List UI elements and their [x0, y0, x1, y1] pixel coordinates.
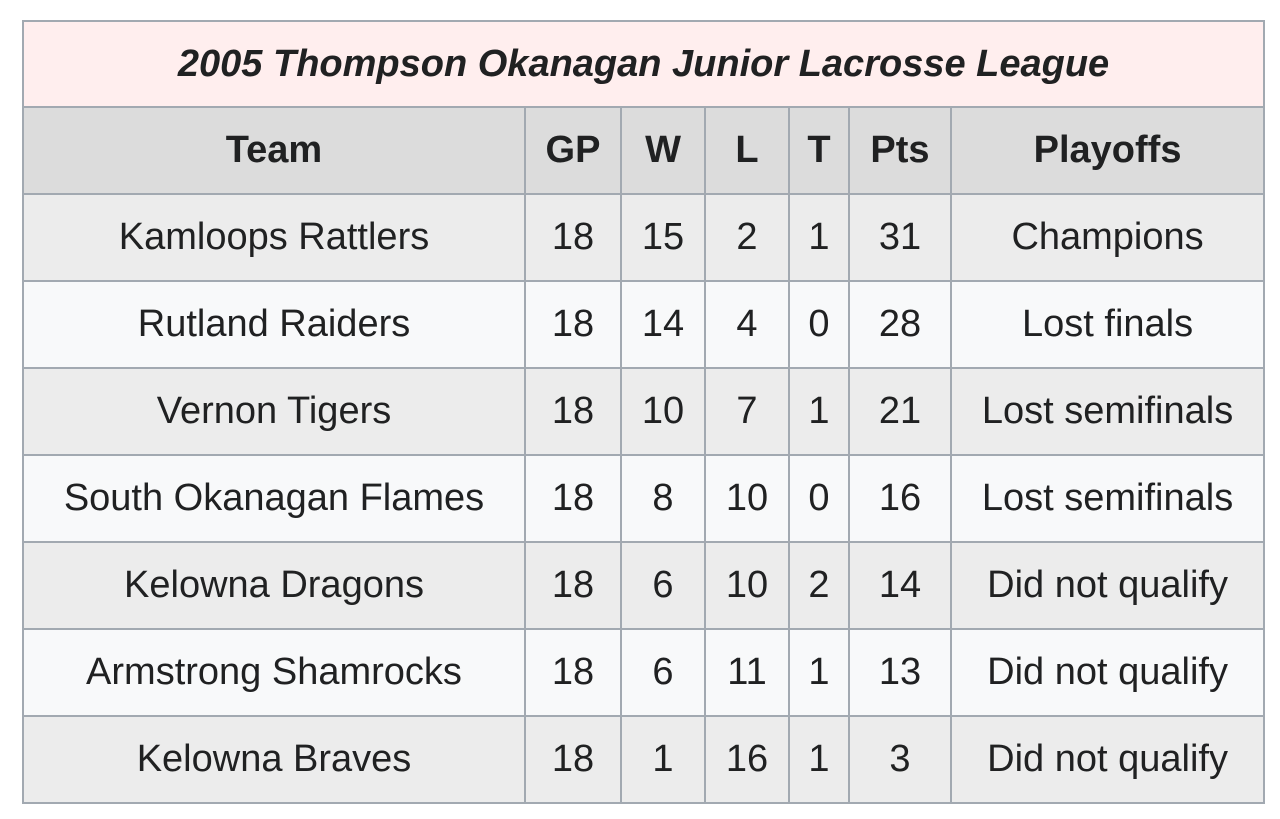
header-t: T [788, 106, 850, 195]
cell-team: Rutland Raiders [22, 280, 526, 369]
cell-team: Vernon Tigers [22, 367, 526, 456]
cell-pts: 28 [848, 280, 952, 369]
table-row: Vernon Tigers 18 10 7 1 21 Lost semifina… [22, 367, 1266, 456]
table-row: South Okanagan Flames 18 8 10 0 16 Lost … [22, 454, 1266, 543]
cell-t: 1 [788, 367, 850, 456]
cell-playoffs: Did not qualify [949, 628, 1266, 717]
cell-t: 2 [788, 541, 850, 630]
cell-w: 8 [620, 454, 706, 543]
cell-w: 6 [620, 541, 706, 630]
cell-t: 0 [788, 454, 850, 543]
table-row: Kamloops Rattlers 18 15 2 1 31 Champions [22, 193, 1266, 282]
cell-t: 0 [788, 280, 850, 369]
cell-w: 1 [620, 715, 706, 804]
cell-team: Armstrong Shamrocks [22, 628, 526, 717]
cell-playoffs: Did not qualify [949, 715, 1266, 804]
header-gp: GP [524, 106, 622, 195]
cell-pts: 13 [848, 628, 952, 717]
cell-w: 10 [620, 367, 706, 456]
header-pts: Pts [848, 106, 952, 195]
table-header-row: Team GP W L T Pts Playoffs [22, 106, 1266, 195]
standings-table: 2005 Thompson Okanagan Junior Lacrosse L… [21, 20, 1266, 804]
cell-w: 14 [620, 280, 706, 369]
cell-playoffs: Did not qualify [949, 541, 1266, 630]
table-row: Kelowna Dragons 18 6 10 2 14 Did not qua… [22, 541, 1266, 630]
cell-gp: 18 [524, 715, 622, 804]
cell-l: 10 [704, 454, 790, 543]
table-title-row: 2005 Thompson Okanagan Junior Lacrosse L… [21, 20, 1266, 108]
cell-gp: 18 [524, 193, 622, 282]
cell-pts: 31 [848, 193, 952, 282]
cell-l: 16 [704, 715, 790, 804]
cell-t: 1 [788, 715, 850, 804]
table-title: 2005 Thompson Okanagan Junior Lacrosse L… [21, 20, 1266, 108]
cell-team: Kelowna Dragons [22, 541, 526, 630]
cell-l: 10 [704, 541, 790, 630]
table-row: Kelowna Braves 18 1 16 1 3 Did not quali… [22, 715, 1266, 804]
cell-l: 4 [704, 280, 790, 369]
cell-playoffs: Lost semifinals [949, 367, 1266, 456]
cell-pts: 21 [848, 367, 952, 456]
cell-w: 15 [620, 193, 706, 282]
cell-gp: 18 [524, 454, 622, 543]
cell-t: 1 [788, 193, 850, 282]
cell-l: 7 [704, 367, 790, 456]
header-w: W [620, 106, 706, 195]
cell-l: 11 [704, 628, 790, 717]
header-playoffs: Playoffs [949, 106, 1266, 195]
cell-l: 2 [704, 193, 790, 282]
cell-team: Kelowna Braves [22, 715, 526, 804]
cell-playoffs: Champions [949, 193, 1266, 282]
table-row: Rutland Raiders 18 14 4 0 28 Lost finals [22, 280, 1266, 369]
header-l: L [704, 106, 790, 195]
cell-pts: 14 [848, 541, 952, 630]
cell-gp: 18 [524, 541, 622, 630]
table-body: Kamloops Rattlers 18 15 2 1 31 Champions… [22, 193, 1266, 804]
cell-pts: 16 [848, 454, 952, 543]
header-team: Team [22, 106, 526, 195]
table-row: Armstrong Shamrocks 18 6 11 1 13 Did not… [22, 628, 1266, 717]
cell-t: 1 [788, 628, 850, 717]
cell-playoffs: Lost semifinals [949, 454, 1266, 543]
cell-w: 6 [620, 628, 706, 717]
standings-table-container: 2005 Thompson Okanagan Junior Lacrosse L… [21, 20, 1266, 804]
cell-gp: 18 [524, 628, 622, 717]
cell-team: South Okanagan Flames [22, 454, 526, 543]
cell-team: Kamloops Rattlers [22, 193, 526, 282]
cell-gp: 18 [524, 280, 622, 369]
cell-gp: 18 [524, 367, 622, 456]
cell-pts: 3 [848, 715, 952, 804]
cell-playoffs: Lost finals [949, 280, 1266, 369]
